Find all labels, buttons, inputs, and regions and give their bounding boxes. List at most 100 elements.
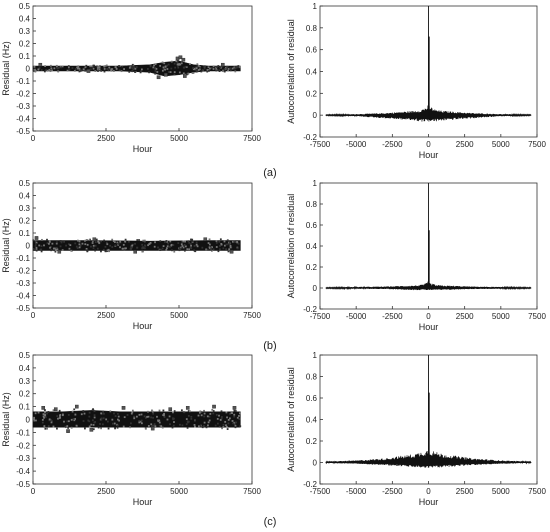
x-tick-label: 7500 [243, 311, 261, 320]
residual-point [188, 410, 191, 413]
residual-point [121, 65, 124, 68]
residual-point [87, 419, 90, 422]
residual-point [153, 245, 156, 248]
residual-point [197, 64, 200, 67]
residual-point [83, 412, 86, 415]
y-tick-label: 0.6 [306, 221, 318, 230]
residual-point [69, 244, 72, 247]
residual-point [157, 419, 159, 422]
residual-point [107, 69, 110, 72]
residual-point [131, 246, 133, 249]
residual-point [133, 66, 136, 69]
residual-point [176, 59, 179, 62]
y-tick-label: 0.5 [19, 179, 31, 188]
residual-point [183, 243, 186, 246]
y-tick-label: 0.8 [306, 200, 318, 209]
outlier-point [168, 407, 173, 411]
residual-point [208, 246, 211, 249]
residual-point [43, 425, 46, 427]
y-tick-label: 0.2 [306, 263, 318, 272]
outlier-point [178, 55, 183, 60]
residual-point [40, 250, 43, 253]
residual-point [151, 425, 153, 427]
residual-point [146, 415, 149, 418]
residual-point [219, 245, 221, 247]
residual-point [130, 412, 133, 415]
residual-point [123, 247, 126, 250]
residual-point [92, 428, 95, 431]
residual-point [212, 65, 215, 68]
outlier-point [164, 72, 168, 77]
residual-point [215, 241, 218, 244]
residual-point [112, 70, 115, 72]
residual-point [159, 249, 161, 252]
x-tick-label: 2500 [97, 134, 115, 143]
residual-point [140, 68, 143, 71]
residual-point [154, 241, 156, 244]
residual-point [154, 425, 157, 428]
residual-point [113, 241, 116, 244]
residual-point [46, 238, 48, 241]
residual-point [238, 412, 241, 415]
residual-point [42, 413, 45, 416]
residual-point [116, 418, 119, 421]
residual-point [206, 70, 209, 73]
y-tick-label: -0.3 [16, 454, 30, 463]
residual-point [201, 426, 204, 429]
residual-point [186, 420, 189, 423]
residual-point [99, 423, 101, 425]
y-tick-label: 0.1 [19, 229, 31, 238]
residual-point [135, 66, 138, 68]
residual-point [144, 427, 147, 430]
residual-point [173, 71, 176, 73]
residual-point [186, 73, 188, 76]
y-tick-label: 1 [313, 351, 318, 360]
y-tick-label: -0.2 [303, 305, 317, 314]
residual-point [59, 245, 62, 248]
x-tick-label: 7500 [528, 140, 546, 149]
residual-point [130, 422, 132, 425]
residual-point [114, 427, 116, 430]
residual-point [225, 243, 228, 246]
residual-point [147, 244, 149, 247]
residual-point [201, 246, 204, 249]
residual-point [33, 419, 36, 422]
residual-point [104, 65, 107, 67]
residual-point [151, 409, 153, 412]
y-tick-label: -0.5 [16, 480, 30, 489]
residual-point [152, 412, 155, 415]
residual-point [48, 418, 51, 421]
residual-point [143, 415, 146, 418]
residual-point [233, 240, 236, 243]
residual-point [35, 419, 37, 422]
residual-point [204, 65, 206, 68]
chart-3: -0.5 -0.4 -0.3 -0.2 -0.1 0 0.1 0.2 0.3 0.4 0.5 0 250… [1, 179, 261, 331]
residual-point [172, 417, 174, 420]
residual-point [61, 65, 64, 68]
residual-point [234, 424, 237, 427]
y-tick-label: 0.8 [306, 373, 318, 382]
residual-point [92, 64, 95, 67]
residual-point [222, 69, 224, 71]
residual-point [56, 67, 59, 69]
x-tick-label: 2500 [97, 487, 115, 496]
outlier-point [34, 236, 39, 240]
residual-point [34, 68, 36, 71]
residual-point [49, 64, 52, 67]
residual-point [225, 424, 227, 427]
residual-point [40, 69, 43, 71]
residual-point [35, 246, 38, 249]
panel-label-a: (a) [263, 167, 276, 179]
residual-point [217, 65, 220, 67]
residual-point [201, 69, 204, 71]
residual-point [228, 248, 231, 251]
residual-point [198, 68, 201, 71]
y-tick-label: 0.5 [19, 351, 31, 360]
residual-point [92, 244, 95, 247]
residual-point [146, 68, 149, 70]
y-axis-label: Residual (Hz) [1, 41, 11, 96]
residual-point [111, 418, 114, 421]
residual-point [176, 61, 179, 64]
residual-point [66, 420, 69, 423]
residual-point [63, 420, 65, 423]
